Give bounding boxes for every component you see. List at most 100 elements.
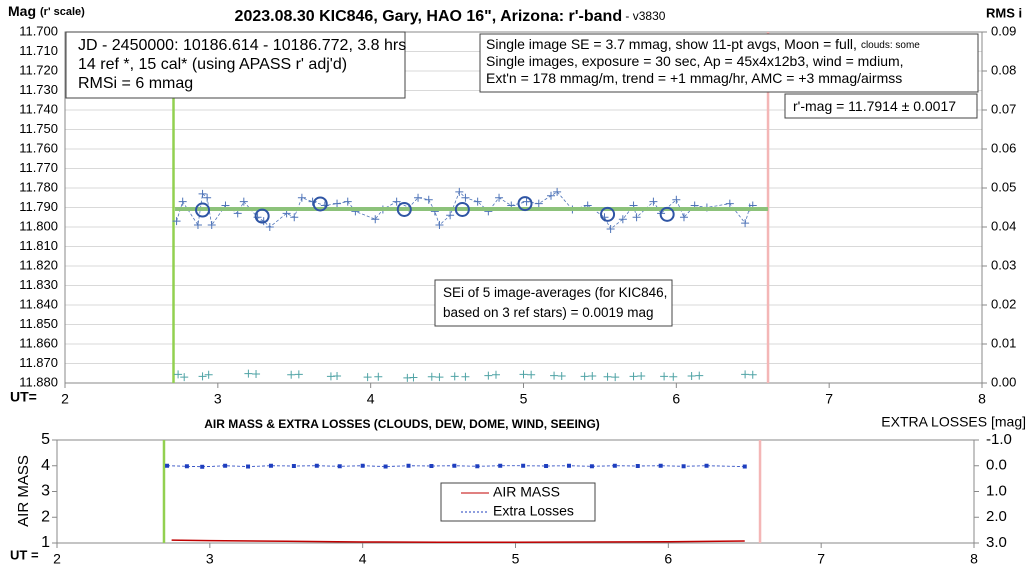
data-point [544, 464, 549, 469]
data-point [333, 199, 342, 208]
data-point [193, 221, 202, 230]
annotation-text: JD - 2450000: 10186.614 - 10186.772, 3.8… [78, 37, 406, 54]
x-axis-title: UT = [10, 547, 39, 562]
data-point [588, 371, 597, 380]
y-tick-label: 11.820 [19, 257, 58, 272]
y2-axis-title: RMS i [986, 5, 1022, 20]
y-tick-label: 11.770 [19, 160, 58, 175]
data-point [198, 189, 207, 198]
data-point [461, 193, 470, 202]
data-point [495, 193, 504, 202]
data-point [681, 464, 686, 469]
x-tick-label: 2 [53, 551, 61, 567]
annotation-text: SEi of 5 image-averages (for KIC846, [443, 285, 667, 300]
y2-tick-label: 0.05 [991, 179, 1016, 194]
data-point [452, 463, 457, 468]
y2-tick-label: 0.03 [991, 257, 1016, 272]
data-point [294, 370, 303, 379]
annotation-box [434, 279, 673, 327]
annotation-box [65, 31, 406, 99]
data-point [291, 464, 296, 469]
series-line [176, 191, 753, 230]
data-point [446, 211, 455, 220]
data-point [741, 219, 750, 228]
annotation-text: r'-mag = 11.7914 ± 0.0017 [793, 98, 956, 114]
y2-tick-label: 0.00 [991, 374, 1016, 389]
plot-frame [56, 439, 975, 544]
data-point [748, 370, 757, 379]
y-tick-label: 4 [41, 457, 50, 474]
data-point [695, 371, 704, 380]
y-tick-label: 11.710 [19, 43, 58, 58]
y2-tick-label: 0.08 [991, 62, 1016, 77]
data-point [618, 215, 627, 224]
data-point [527, 370, 536, 379]
data-point [522, 197, 531, 206]
y2-tick-label: -1.0 [986, 431, 1012, 448]
y-tick-label: 11.720 [19, 62, 58, 77]
y2-axis-title: EXTRA LOSSES [mag] [881, 414, 1026, 430]
annotation-line: Ext'n = 178 mmag/m, trend = +1 mmag/hr, … [486, 70, 902, 86]
y2-tick-label: 0.09 [991, 23, 1016, 38]
data-point [165, 463, 170, 468]
data-point [204, 370, 213, 379]
x-tick-label: 7 [825, 391, 833, 407]
x-tick-label: 3 [214, 391, 222, 407]
data-point [223, 463, 228, 468]
y-tick-label: 11.810 [19, 238, 58, 253]
data-point [741, 370, 750, 379]
y2-tick-label: 0.07 [991, 101, 1016, 116]
data-point [491, 370, 500, 379]
data-point [557, 371, 566, 380]
data-point [252, 370, 261, 379]
x-tick-label: 2 [61, 391, 69, 407]
y-tick-label: 11.840 [19, 296, 58, 311]
data-point [184, 464, 189, 469]
data-point [254, 208, 270, 224]
chart-title: AIR MASS & EXTRA LOSSES (CLOUDS, DEW, DO… [204, 417, 600, 431]
data-point [600, 206, 616, 222]
data-point [363, 373, 372, 382]
data-point [742, 464, 747, 469]
y-tick-label: 11.790 [19, 199, 58, 214]
data-point [658, 463, 663, 468]
data-point [406, 463, 411, 468]
annotation-line: SEi of 5 image-averages (for KIC846, [443, 285, 667, 300]
data-point [704, 463, 709, 468]
data-point [198, 372, 207, 381]
y-tick-label: 3 [41, 483, 50, 500]
data-point [244, 369, 253, 378]
y-tick-label: 5 [41, 431, 50, 448]
data-point [450, 372, 459, 381]
annotation-text: RMSi = 6 mmag [78, 75, 193, 92]
data-point [566, 463, 571, 468]
data-point [312, 196, 328, 212]
y-tick-label: 11.860 [19, 335, 58, 350]
y-tick-label: 11.870 [19, 355, 58, 370]
data-point [547, 191, 556, 200]
data-point [580, 372, 589, 381]
y-tick-label: 11.830 [19, 277, 58, 292]
x-tick-label: 7 [817, 551, 825, 567]
y-tick-label: 11.750 [19, 121, 58, 136]
annotation-text: Single image SE = 3.7 mmag, show 11-pt a… [486, 36, 920, 52]
title-main: 2023.08.30 KIC846, Gary, HAO 16", Arizon… [235, 8, 623, 25]
y-tick-label: 1 [41, 534, 50, 551]
data-point [414, 193, 423, 202]
data-point [429, 464, 434, 469]
data-point [297, 193, 306, 202]
data-point [290, 213, 299, 222]
data-point [521, 463, 526, 468]
annotation-line: Single image SE = 3.7 mmag, show 11-pt a… [486, 36, 857, 52]
data-point [629, 372, 638, 381]
data-point [239, 197, 248, 206]
y-axis-title: Mag (r' scale) [8, 3, 85, 19]
y-label-note: (r' scale) [40, 6, 85, 18]
data-point [337, 464, 342, 469]
data-point [484, 371, 493, 380]
y-tick-label: 11.700 [19, 23, 58, 38]
y-tick-label: 11.880 [19, 374, 58, 389]
data-point [314, 463, 319, 468]
data-point [203, 193, 212, 202]
y-tick-label: 11.780 [19, 179, 58, 194]
